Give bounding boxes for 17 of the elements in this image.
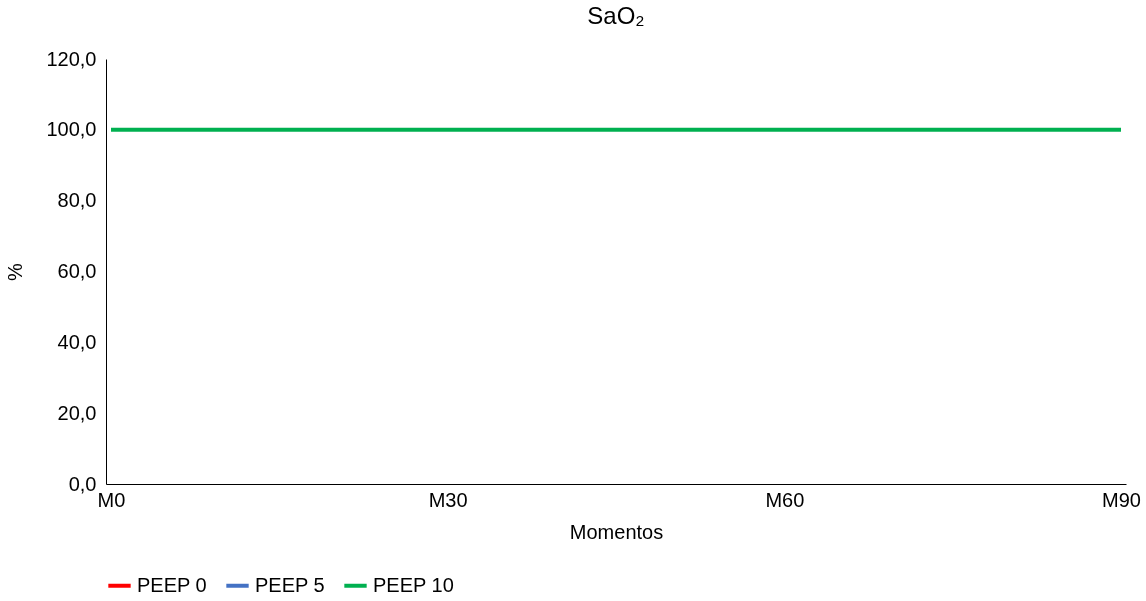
y-tick-label: 40,0 (57, 330, 97, 353)
x-tick-label: M0 (97, 488, 126, 511)
y-tick-label: 60,0 (57, 260, 97, 282)
legend-label: PEEP 5 (255, 573, 325, 596)
y-tick-label: 120,0 (46, 47, 97, 70)
y-axis-title: % (4, 262, 27, 281)
y-tick-label: 20,0 (57, 401, 97, 424)
legend-label: PEEP 0 (137, 573, 207, 596)
y-tick-label: 100,0 (46, 118, 97, 141)
y-tick-label: 0,0 (68, 472, 97, 495)
legend-label: PEEP 10 (373, 573, 454, 596)
y-tick-label: 80,0 (57, 189, 97, 212)
x-tick-label: M90 (1102, 488, 1141, 511)
x-axis-title: Momentos (569, 520, 664, 543)
chart-title: SaO₂ (587, 2, 645, 29)
x-tick-label: M60 (765, 488, 805, 511)
x-tick-label: M30 (428, 488, 468, 511)
